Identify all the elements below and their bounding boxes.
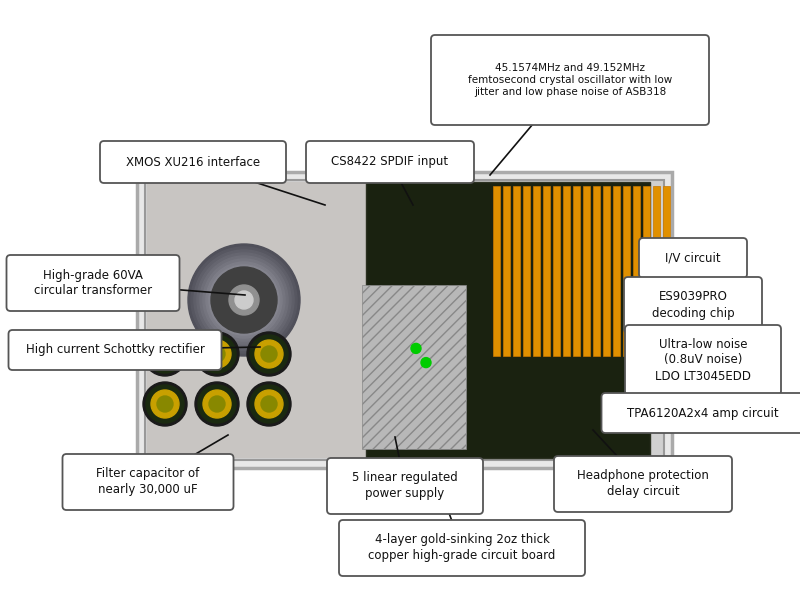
Circle shape xyxy=(143,382,187,426)
FancyBboxPatch shape xyxy=(145,180,664,460)
Circle shape xyxy=(151,340,179,368)
FancyBboxPatch shape xyxy=(62,454,234,510)
Circle shape xyxy=(250,335,288,373)
FancyBboxPatch shape xyxy=(137,172,672,468)
Text: 5 linear regulated
power supply: 5 linear regulated power supply xyxy=(352,472,458,500)
FancyBboxPatch shape xyxy=(553,186,560,356)
Circle shape xyxy=(194,250,294,350)
FancyBboxPatch shape xyxy=(306,141,474,183)
FancyBboxPatch shape xyxy=(9,330,222,370)
FancyBboxPatch shape xyxy=(100,141,286,183)
Circle shape xyxy=(146,335,184,373)
Circle shape xyxy=(191,247,297,353)
Circle shape xyxy=(203,259,285,341)
FancyBboxPatch shape xyxy=(543,186,550,356)
Circle shape xyxy=(195,382,239,426)
FancyBboxPatch shape xyxy=(633,186,640,356)
FancyBboxPatch shape xyxy=(147,182,366,458)
Circle shape xyxy=(235,291,253,309)
Text: I/V circuit: I/V circuit xyxy=(665,251,721,265)
FancyBboxPatch shape xyxy=(602,393,800,433)
FancyBboxPatch shape xyxy=(563,186,570,356)
Text: 4-layer gold-sinking 2oz thick
copper high-grade circuit board: 4-layer gold-sinking 2oz thick copper hi… xyxy=(368,533,556,563)
FancyBboxPatch shape xyxy=(639,238,747,278)
Circle shape xyxy=(188,244,300,356)
FancyBboxPatch shape xyxy=(625,325,781,395)
Text: Filter capacitor of
nearly 30,000 uF: Filter capacitor of nearly 30,000 uF xyxy=(96,467,200,497)
Circle shape xyxy=(411,343,421,353)
Circle shape xyxy=(261,396,277,412)
FancyBboxPatch shape xyxy=(362,285,466,449)
FancyBboxPatch shape xyxy=(523,186,530,356)
FancyBboxPatch shape xyxy=(663,186,670,356)
Circle shape xyxy=(203,390,231,418)
FancyBboxPatch shape xyxy=(431,35,709,125)
FancyBboxPatch shape xyxy=(366,182,650,458)
Circle shape xyxy=(198,335,236,373)
Circle shape xyxy=(197,253,291,347)
FancyBboxPatch shape xyxy=(643,186,650,356)
Circle shape xyxy=(200,256,288,344)
FancyBboxPatch shape xyxy=(554,456,732,512)
Text: XMOS XU216 interface: XMOS XU216 interface xyxy=(126,155,260,169)
Circle shape xyxy=(206,262,282,338)
Circle shape xyxy=(157,396,173,412)
Text: High-grade 60VA
circular transformer: High-grade 60VA circular transformer xyxy=(34,269,152,298)
Text: Ultra-low noise
(0.8uV noise)
LDO LT3045EDD: Ultra-low noise (0.8uV noise) LDO LT3045… xyxy=(655,337,751,383)
Circle shape xyxy=(157,346,173,362)
Text: CS8422 SPDIF input: CS8422 SPDIF input xyxy=(331,155,449,169)
Circle shape xyxy=(209,346,225,362)
Text: ES9039PRO
decoding chip: ES9039PRO decoding chip xyxy=(652,290,734,319)
Circle shape xyxy=(209,396,225,412)
FancyBboxPatch shape xyxy=(573,186,580,356)
Circle shape xyxy=(203,340,231,368)
FancyBboxPatch shape xyxy=(339,520,585,576)
FancyBboxPatch shape xyxy=(533,186,540,356)
Circle shape xyxy=(247,382,291,426)
Circle shape xyxy=(255,390,283,418)
Circle shape xyxy=(255,340,283,368)
FancyBboxPatch shape xyxy=(513,186,520,356)
Circle shape xyxy=(247,332,291,376)
Circle shape xyxy=(151,390,179,418)
FancyBboxPatch shape xyxy=(493,186,500,356)
Text: 45.1574MHz and 49.152MHz
femtosecond crystal oscillator with low
jitter and low : 45.1574MHz and 49.152MHz femtosecond cry… xyxy=(468,62,672,97)
FancyBboxPatch shape xyxy=(653,186,660,356)
Text: Headphone protection
delay circuit: Headphone protection delay circuit xyxy=(577,469,709,499)
Circle shape xyxy=(198,385,236,423)
FancyBboxPatch shape xyxy=(6,255,179,311)
Circle shape xyxy=(146,385,184,423)
Circle shape xyxy=(261,346,277,362)
FancyBboxPatch shape xyxy=(603,186,610,356)
Circle shape xyxy=(421,358,431,368)
FancyBboxPatch shape xyxy=(623,186,630,356)
FancyBboxPatch shape xyxy=(593,186,600,356)
Circle shape xyxy=(195,332,239,376)
Circle shape xyxy=(143,332,187,376)
Text: TPA6120A2x4 amp circuit: TPA6120A2x4 amp circuit xyxy=(627,407,779,419)
Text: High current Schottky rectifier: High current Schottky rectifier xyxy=(26,343,205,356)
Circle shape xyxy=(211,267,277,333)
FancyBboxPatch shape xyxy=(583,186,590,356)
FancyBboxPatch shape xyxy=(613,186,620,356)
Circle shape xyxy=(250,385,288,423)
FancyBboxPatch shape xyxy=(327,458,483,514)
FancyBboxPatch shape xyxy=(503,186,510,356)
Circle shape xyxy=(229,285,259,315)
FancyBboxPatch shape xyxy=(624,277,762,333)
Circle shape xyxy=(209,265,279,335)
